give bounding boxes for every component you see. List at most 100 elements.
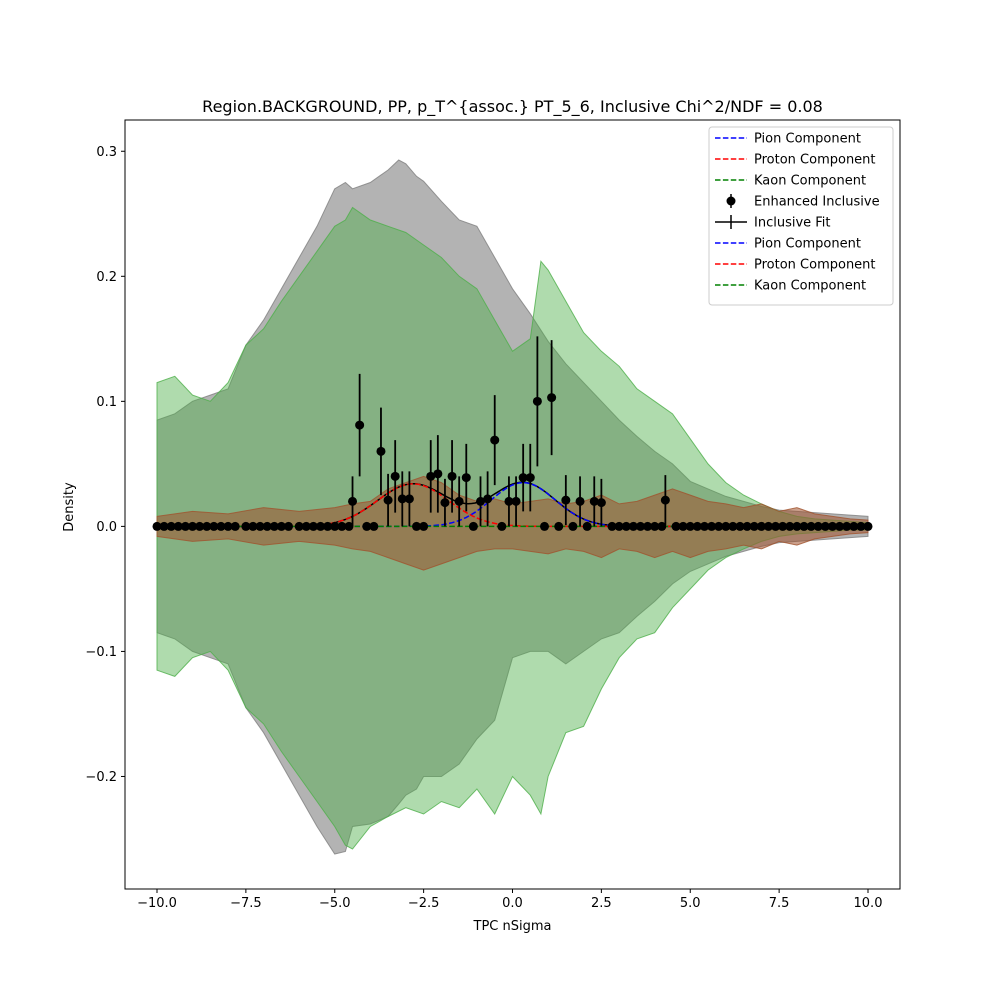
zero-point-11 — [230, 521, 240, 531]
legend-label-7: Kaon Component — [754, 279, 866, 294]
data-point-11 — [454, 496, 464, 506]
data-point-3 — [383, 495, 393, 505]
y-tick-label-0: −0.2 — [85, 770, 117, 785]
legend-label-1: Proton Component — [754, 153, 876, 168]
x-tick-label-8: 10.0 — [854, 896, 883, 911]
data-point-5 — [397, 494, 407, 504]
zero-point-68 — [835, 521, 845, 531]
zero-point-35 — [568, 521, 578, 531]
x-tick-label-6: 5.0 — [680, 896, 701, 911]
zero-point-21 — [308, 521, 318, 531]
zero-point-36 — [582, 521, 592, 531]
data-point-21 — [547, 393, 557, 403]
legend-label-3: Enhanced Inclusive — [754, 195, 880, 210]
data-point-14 — [483, 494, 493, 504]
data-point-20 — [532, 396, 542, 406]
zero-point-53 — [728, 521, 738, 531]
zero-point-39 — [621, 521, 631, 531]
zero-point-29 — [412, 521, 422, 531]
zero-point-33 — [539, 521, 549, 531]
zero-point-48 — [692, 521, 702, 531]
data-point-19 — [525, 473, 535, 483]
zero-point-22 — [316, 521, 326, 531]
data-point-26 — [660, 495, 670, 505]
zero-point-10 — [223, 521, 233, 531]
zero-point-47 — [685, 521, 695, 531]
zero-point-19 — [294, 521, 304, 531]
x-tick-label-3: −2.5 — [408, 896, 440, 911]
zero-point-46 — [678, 521, 688, 531]
data-point-13 — [476, 496, 486, 506]
zero-point-15 — [262, 521, 272, 531]
zero-point-23 — [323, 521, 333, 531]
zero-point-24 — [330, 521, 340, 531]
legend-label-6: Proton Component — [754, 258, 876, 273]
data-point-25 — [596, 498, 606, 508]
data-point-24 — [589, 496, 599, 506]
data-point-12 — [461, 473, 471, 483]
chart-title: Region.BACKGROUND, PP, p_T^{assoc.} PT_5… — [202, 97, 823, 117]
data-point-8 — [433, 469, 443, 479]
data-point-23 — [575, 496, 585, 506]
zero-point-49 — [699, 521, 709, 531]
x-tick-label-1: −7.5 — [230, 896, 262, 911]
zero-point-6 — [195, 521, 205, 531]
zero-point-40 — [628, 521, 638, 531]
zero-point-3 — [173, 521, 183, 531]
zero-point-57 — [756, 521, 766, 531]
zero-point-32 — [497, 521, 507, 531]
zero-point-67 — [827, 521, 837, 531]
zero-point-42 — [643, 521, 653, 531]
data-point-16 — [504, 496, 514, 506]
data-point-10 — [447, 471, 457, 481]
y-tick-label-1: −0.1 — [85, 645, 117, 660]
zero-point-62 — [792, 521, 802, 531]
axes: −10.0 −7.5 −5.0 −2.5 0.0 2.5 5.0 7.5 10.0 −0.2 −0.… — [85, 119, 901, 911]
zero-point-41 — [635, 521, 645, 531]
zero-point-54 — [735, 521, 745, 531]
data-point-6 — [404, 494, 414, 504]
zero-point-52 — [721, 521, 731, 531]
zero-point-44 — [657, 521, 667, 531]
zero-point-14 — [255, 521, 265, 531]
zero-point-12 — [241, 521, 251, 531]
legend-label-4: Inclusive Fit — [754, 216, 831, 231]
zero-point-25 — [337, 521, 347, 531]
zero-point-37 — [607, 521, 617, 531]
zero-point-7 — [202, 521, 212, 531]
data-point-2 — [376, 446, 386, 456]
zero-point-50 — [707, 521, 717, 531]
legend-box — [708, 126, 894, 306]
y-tick-label-2: 0.0 — [96, 520, 117, 535]
y-tick-label-5: 0.3 — [96, 145, 117, 160]
zero-point-58 — [763, 521, 773, 531]
x-tick-label-7: 7.5 — [769, 896, 790, 911]
data-point-15 — [490, 435, 500, 445]
x-tick-label-0: −10.0 — [137, 896, 177, 911]
zero-point-71 — [856, 521, 866, 531]
zero-point-66 — [820, 521, 830, 531]
zero-point-9 — [216, 521, 226, 531]
zero-point-51 — [714, 521, 724, 531]
zero-point-13 — [248, 521, 258, 531]
zero-point-31 — [468, 521, 478, 531]
legend-label-2: Kaon Component — [754, 174, 866, 189]
zero-point-38 — [614, 521, 624, 531]
data-point-22 — [561, 495, 571, 505]
zero-point-17 — [276, 521, 286, 531]
x-tick-label-4: 0.0 — [502, 896, 523, 911]
data-point-17 — [511, 496, 521, 506]
legend-label-0: Pion Component — [754, 132, 861, 147]
zero-point-34 — [554, 521, 564, 531]
zero-point-56 — [749, 521, 759, 531]
zero-point-5 — [188, 521, 198, 531]
data-point-9 — [440, 498, 450, 508]
zero-point-16 — [269, 521, 279, 531]
legend-label-5: Pion Component — [754, 237, 861, 252]
data-point-18 — [518, 473, 528, 483]
zero-point-59 — [771, 521, 781, 531]
data-point-1 — [355, 420, 365, 430]
legend: Pion Component Proton Component Kaon Compo… — [708, 126, 894, 306]
zero-point-45 — [671, 521, 681, 531]
